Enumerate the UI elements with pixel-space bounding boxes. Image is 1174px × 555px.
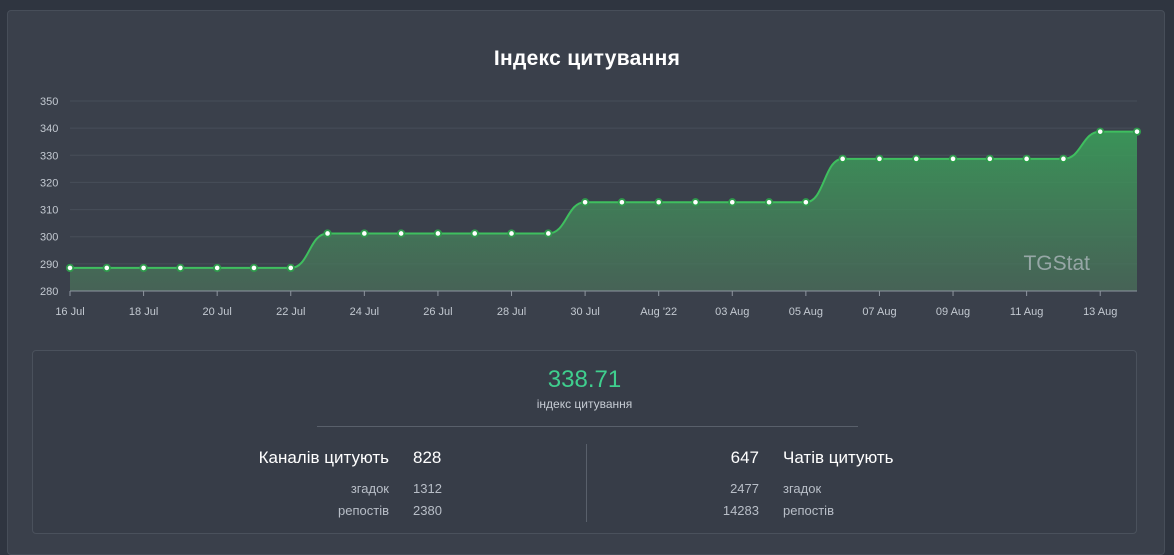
citation-index-value: 338.71 bbox=[547, 366, 622, 393]
x-tick-label: 03 Aug bbox=[715, 306, 749, 318]
x-tick-label: 11 Aug bbox=[1010, 306, 1043, 318]
data-point[interactable] bbox=[102, 263, 111, 273]
data-point[interactable] bbox=[1022, 154, 1031, 163]
data-point[interactable] bbox=[691, 198, 700, 207]
data-point[interactable] bbox=[507, 229, 516, 238]
chats-reposts-label: репостів bbox=[783, 503, 834, 518]
y-tick-label: 340 bbox=[40, 123, 58, 135]
data-point[interactable] bbox=[323, 229, 332, 238]
channels-cite-value: 828 bbox=[413, 448, 442, 467]
y-tick-label: 300 bbox=[40, 232, 58, 244]
x-tick-label: 20 Jul bbox=[202, 306, 231, 318]
channels-cite-label: Каналів цитують bbox=[258, 448, 389, 467]
data-point[interactable] bbox=[1059, 154, 1068, 163]
chats-reposts-value: 14283 bbox=[722, 503, 759, 518]
y-axis-ticks: 280 290 300 310 320 330 340 350 bbox=[40, 96, 58, 298]
y-tick-label: 290 bbox=[40, 259, 58, 271]
data-point[interactable] bbox=[470, 229, 479, 238]
x-tick-label: 07 Aug bbox=[862, 306, 896, 318]
data-point[interactable] bbox=[433, 229, 443, 238]
data-point[interactable] bbox=[581, 198, 590, 207]
data-point[interactable] bbox=[912, 154, 921, 163]
data-point[interactable] bbox=[397, 229, 406, 238]
x-tick-label: 28 Jul bbox=[497, 306, 526, 318]
data-point[interactable] bbox=[875, 154, 884, 163]
data-point[interactable] bbox=[544, 229, 553, 238]
channels-mentions-value: 1312 bbox=[413, 481, 442, 496]
stats-panel: 338.71 індекс цитування Каналів цитують … bbox=[32, 350, 1137, 534]
data-point[interactable] bbox=[764, 198, 774, 207]
data-point[interactable] bbox=[728, 198, 737, 207]
citation-index-label: індекс цитування bbox=[536, 397, 633, 411]
channels-mentions-label: згадок bbox=[350, 481, 389, 496]
x-tick-label: 18 Jul bbox=[129, 306, 158, 318]
data-point[interactable] bbox=[654, 198, 663, 207]
data-point[interactable] bbox=[948, 154, 958, 163]
x-tick-label: 09 Aug bbox=[936, 306, 970, 318]
data-points bbox=[65, 127, 1142, 273]
data-point[interactable] bbox=[1096, 127, 1105, 136]
citation-index-chart: 280 290 300 310 320 330 340 350 TGStat 16 Jul 18… bbox=[40, 96, 1142, 318]
data-point[interactable] bbox=[838, 154, 847, 163]
vertical-divider bbox=[586, 444, 587, 522]
data-point[interactable] bbox=[286, 263, 295, 273]
data-point[interactable] bbox=[139, 263, 148, 273]
x-tick-label: Aug '22 bbox=[640, 306, 677, 318]
chats-mentions-label: згадок bbox=[783, 481, 822, 496]
data-point[interactable] bbox=[360, 229, 369, 238]
horizontal-divider bbox=[317, 426, 858, 427]
x-tick-label: 26 Jul bbox=[423, 306, 452, 318]
y-tick-label: 320 bbox=[40, 177, 58, 189]
citation-index-card: Індекс цитування 280 290 300 310 320 330 340 35… bbox=[7, 10, 1165, 555]
x-tick-label: 05 Aug bbox=[789, 306, 823, 318]
data-point[interactable] bbox=[249, 263, 259, 273]
x-tick-label: 16 Jul bbox=[55, 306, 84, 318]
series-area bbox=[70, 131, 1137, 291]
data-point[interactable] bbox=[213, 263, 222, 273]
x-axis-ticks: 16 Jul 18 Jul 20 Jul 22 Jul 24 Jul 26 Jul 28 J… bbox=[55, 291, 1117, 318]
channels-reposts-label: репостів bbox=[338, 503, 389, 518]
x-tick-label: 22 Jul bbox=[276, 306, 305, 318]
data-point[interactable] bbox=[617, 198, 626, 207]
y-tick-label: 310 bbox=[40, 205, 58, 217]
x-tick-label: 13 Aug bbox=[1083, 306, 1117, 318]
data-point[interactable] bbox=[1132, 127, 1142, 136]
data-point[interactable] bbox=[176, 263, 185, 273]
chart-title: Індекс цитування bbox=[493, 47, 681, 70]
data-point[interactable] bbox=[65, 263, 75, 273]
tgstat-watermark: TGStat bbox=[1023, 252, 1090, 275]
data-point[interactable] bbox=[985, 154, 994, 163]
y-tick-label: 280 bbox=[40, 286, 58, 298]
x-tick-label: 24 Jul bbox=[350, 306, 379, 318]
y-tick-label: 350 bbox=[40, 96, 58, 108]
chats-cite-label: Чатів цитують bbox=[783, 448, 894, 467]
chats-cite-value: 647 bbox=[730, 448, 759, 467]
chats-mentions-value: 2477 bbox=[730, 481, 759, 496]
data-point[interactable] bbox=[801, 198, 810, 207]
channels-reposts-value: 2380 bbox=[413, 503, 442, 518]
y-tick-label: 330 bbox=[40, 150, 58, 162]
x-tick-label: 30 Jul bbox=[570, 306, 599, 318]
